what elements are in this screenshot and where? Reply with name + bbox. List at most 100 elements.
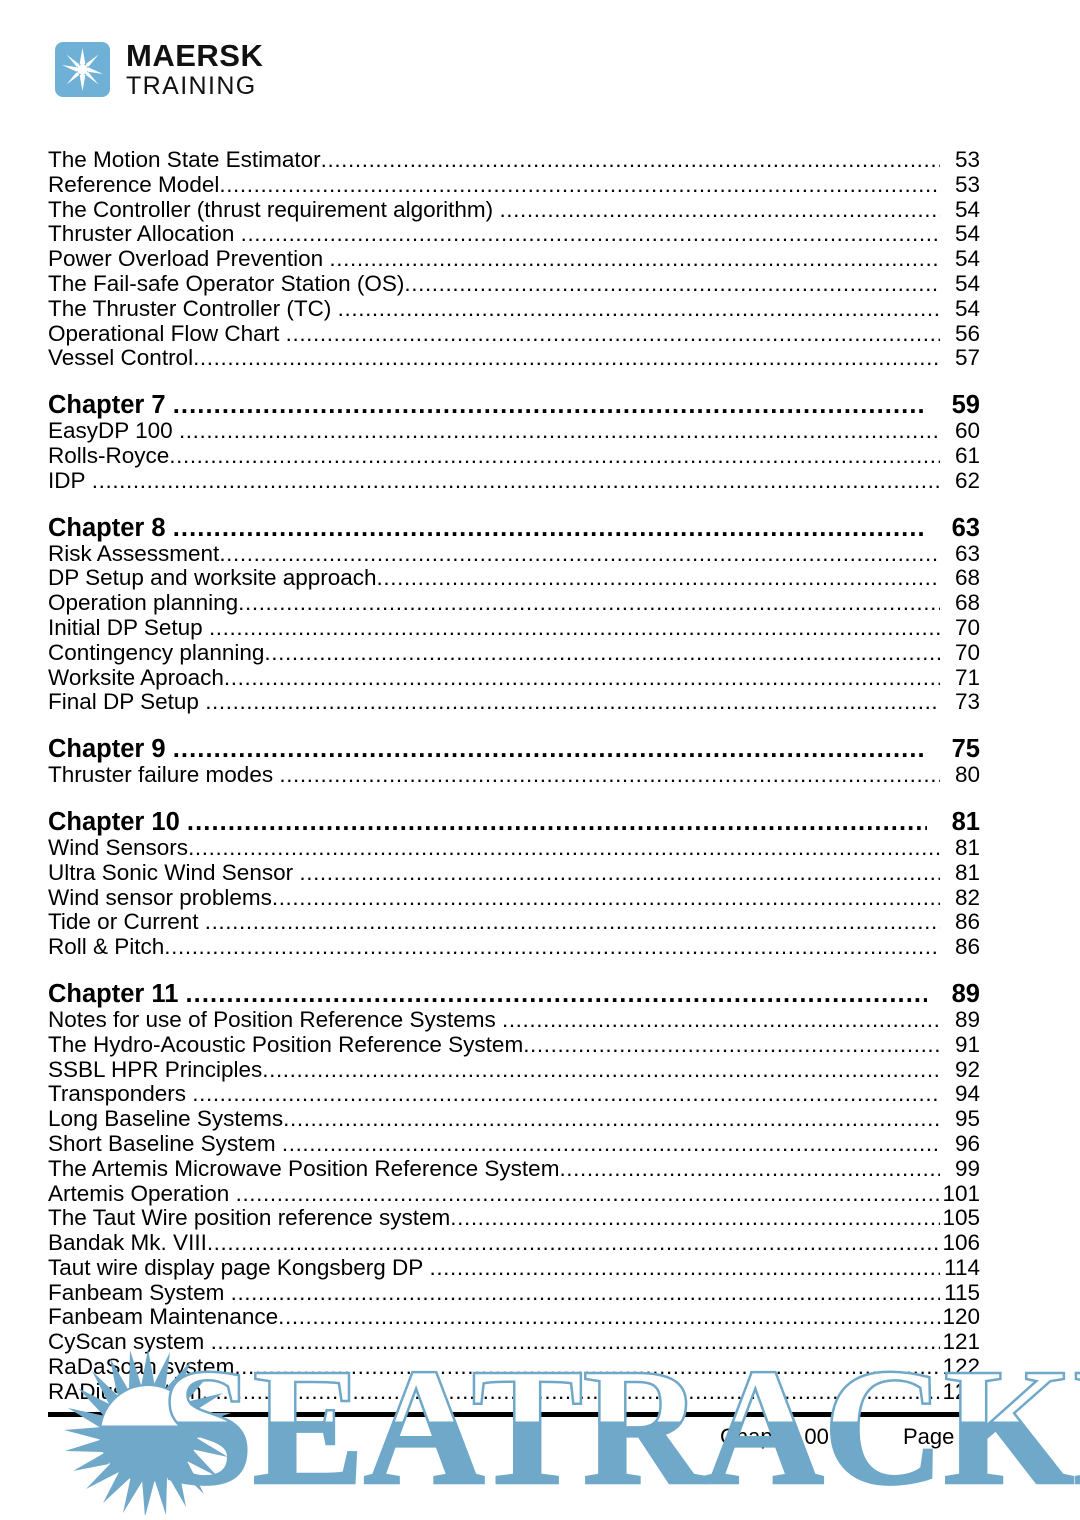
toc-entry-row[interactable]: Thruster Allocation 54: [48, 222, 980, 247]
toc-dot-leader: [207, 1231, 940, 1254]
toc-entry-title: The Controller (thrust requirement algor…: [48, 196, 494, 222]
toc-entry-title: Final DP Setup: [48, 689, 199, 715]
toc-dot-leader: [502, 1008, 940, 1031]
toc-entry-row[interactable]: The Controller (thrust requirement algor…: [48, 196, 980, 223]
toc-entry-title: RADius system: [48, 1378, 202, 1404]
toc-page-number: 61: [954, 442, 980, 468]
toc-dot-leader: [404, 272, 940, 295]
toc-entry-row[interactable]: Fanbeam Maintenance 120: [48, 1305, 980, 1330]
footer-page-label: Page 4: [903, 1424, 973, 1449]
toc-page-number: 86: [954, 934, 980, 960]
brand-name-maersk: MAERSK: [126, 38, 264, 73]
toc-entry-title: Chapter 10: [48, 807, 180, 836]
toc-dot-leader: [211, 1330, 940, 1353]
toc-chapter-row[interactable]: Chapter 11 89: [48, 980, 980, 1008]
toc-chapter-row[interactable]: Chapter 8 63: [48, 514, 980, 542]
toc-entry-row[interactable]: Final DP Setup 73: [48, 690, 980, 715]
toc-entry-row[interactable]: Power Overload Prevention 54: [48, 246, 980, 272]
toc-entry-title: Vessel Control: [48, 345, 194, 371]
toc-entry-row[interactable]: CyScan system 121: [48, 1329, 980, 1355]
toc-entry-title: Operational Flow Chart: [48, 320, 280, 346]
toc-page-number: 81: [954, 859, 980, 885]
toc-entry-row[interactable]: Notes for use of Position Reference Syst…: [48, 1007, 980, 1033]
toc-entry-row[interactable]: Tide or Current 86: [48, 910, 980, 935]
toc-title-gap: [166, 391, 173, 419]
toc-entry-row[interactable]: Contingency planning 70: [48, 639, 980, 666]
toc-dot-leader: [219, 173, 940, 196]
toc-title-gap: [166, 735, 173, 763]
toc-entry-row[interactable]: Roll & Pitch 86: [48, 934, 980, 960]
toc-entry-row[interactable]: Thruster failure modes 80: [48, 762, 980, 788]
toc-dot-leader: [429, 1256, 940, 1279]
toc-entry-row[interactable]: Wind sensor problems 82: [48, 885, 980, 911]
toc-entry-title: Bandak Mk. VIII: [48, 1230, 207, 1256]
toc-entry-row[interactable]: Operation planning 68: [48, 590, 980, 616]
toc-dot-leader: [219, 542, 940, 565]
toc-dot-leader: [264, 641, 940, 664]
toc-dot-leader: [173, 391, 927, 417]
toc-page-number: 70: [954, 639, 980, 665]
toc-entry-title: The Motion State Estimator: [48, 147, 321, 172]
toc-entry-row[interactable]: The Thruster Controller (TC) 54: [48, 295, 980, 322]
toc-entry-title: Fanbeam Maintenance: [48, 1304, 279, 1330]
toc-entry-row[interactable]: Short Baseline System 96: [48, 1131, 980, 1157]
toc-page-number: 122: [942, 1354, 980, 1380]
toc-page-number: 120: [942, 1304, 980, 1330]
toc-page-number: 95: [954, 1106, 980, 1132]
toc-page-number: 53: [954, 171, 980, 197]
toc-entry-row[interactable]: EasyDP 100 60: [48, 418, 980, 444]
toc-entry-row[interactable]: The Hydro-Acoustic Position Reference Sy…: [48, 1031, 980, 1058]
toc-dot-leader: [169, 444, 940, 467]
toc-entry-row[interactable]: Fanbeam System 115: [48, 1280, 980, 1306]
toc-dot-leader: [377, 566, 940, 589]
toc-entry-row[interactable]: The Motion State Estimator 53: [48, 147, 980, 173]
toc-page-number: 56: [954, 320, 980, 346]
toc-entry-row[interactable]: Worksite Aproach 71: [48, 665, 980, 691]
toc-entry-row[interactable]: Reference Model 53: [48, 171, 980, 198]
toc-entry-title: The Artemis Microwave Position Reference…: [48, 1155, 560, 1181]
toc-entry-row[interactable]: The Fail-safe Operator Station (OS) 54: [48, 271, 980, 297]
toc-entry-title: EasyDP 100: [48, 418, 173, 444]
toc-entry-row[interactable]: Operational Flow Chart 56: [48, 320, 980, 347]
toc-dot-leader: [205, 910, 940, 933]
toc-dot-leader: [299, 861, 940, 884]
toc-page-gap: [927, 980, 934, 1008]
toc-entry-row[interactable]: Bandak Mk. VIII 106: [48, 1230, 980, 1256]
toc-entry-row[interactable]: Transponders 94: [48, 1082, 980, 1107]
toc-entry-row[interactable]: SSBL HPR Principles 92: [48, 1056, 980, 1083]
toc-dot-leader: [92, 469, 940, 492]
toc-page-number: 92: [954, 1056, 980, 1082]
toc-page-number: 81: [954, 834, 980, 860]
toc-page-number: 70: [954, 614, 980, 640]
toc-entry-row[interactable]: RADius system 123: [48, 1378, 980, 1405]
toc-dot-leader: [209, 616, 940, 639]
toc-entry-title: Initial DP Setup: [48, 614, 203, 640]
brand-header: MAERSK TRAINING: [55, 40, 263, 99]
toc-entry-title: The Thruster Controller (TC): [48, 295, 332, 321]
toc-entry-title: The Hydro-Acoustic Position Reference Sy…: [48, 1031, 524, 1057]
toc-chapter-row[interactable]: Chapter 10 81: [48, 808, 980, 836]
toc-entry-row[interactable]: Rolls-Royce 61: [48, 442, 980, 469]
toc-entry-row[interactable]: Ultra Sonic Wind Sensor 81: [48, 859, 980, 886]
toc-dot-leader: [282, 1132, 940, 1155]
toc-entry-row[interactable]: Long Baseline Systems 95: [48, 1106, 980, 1132]
toc-page-number: 75: [951, 735, 980, 764]
toc-entry-row[interactable]: RaDaScan system 122: [48, 1354, 980, 1380]
toc-entry-row[interactable]: IDP 62: [48, 468, 980, 494]
toc-entry-row[interactable]: Wind Sensors 81: [48, 834, 980, 861]
toc-entry-title: CyScan system: [48, 1329, 205, 1355]
toc-entry-row[interactable]: Initial DP Setup 70: [48, 614, 980, 641]
toc-dot-leader: [187, 808, 927, 834]
toc-dot-leader: [224, 666, 940, 689]
toc-chapter-row[interactable]: Chapter 7 59: [48, 391, 980, 419]
toc-chapter-row[interactable]: Chapter 9 75: [48, 735, 980, 763]
brand-name-training: TRAINING: [126, 72, 257, 100]
toc-entry-row[interactable]: DP Setup and worksite approach 68: [48, 566, 980, 591]
toc-entry-row[interactable]: Taut wire display page Kongsberg DP 114: [48, 1255, 980, 1281]
toc-entry-row[interactable]: Risk Assessment 63: [48, 541, 980, 567]
toc-entry-row[interactable]: The Taut Wire position reference system 1…: [48, 1205, 980, 1231]
toc-entry-row[interactable]: Artemis Operation 101: [48, 1181, 980, 1207]
toc-entry-row[interactable]: The Artemis Microwave Position Reference…: [48, 1155, 980, 1182]
toc-page-number: 91: [954, 1031, 980, 1057]
toc-entry-row[interactable]: Vessel Control 57: [48, 346, 980, 371]
